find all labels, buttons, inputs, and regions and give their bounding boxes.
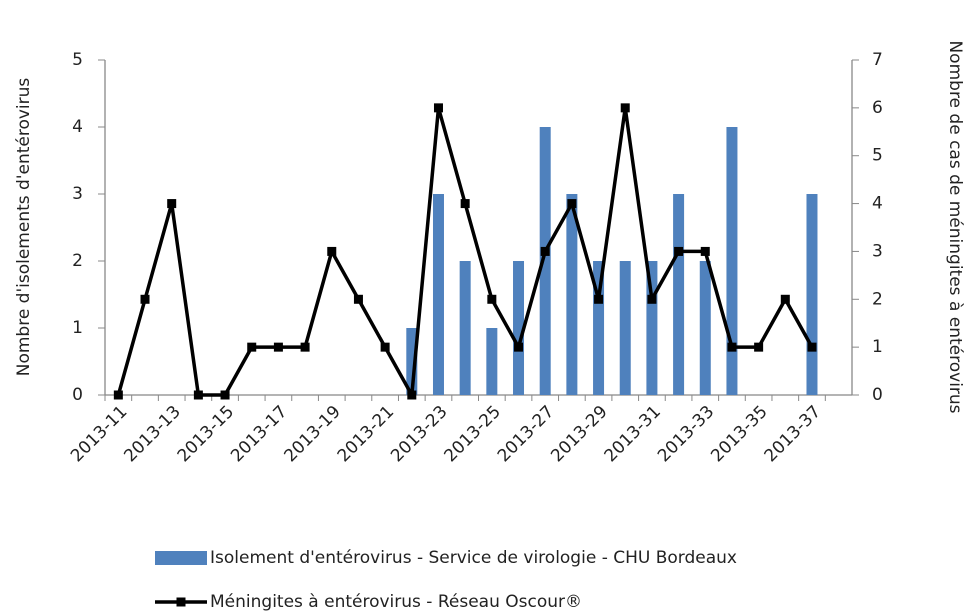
- line-marker: [700, 246, 710, 256]
- x-tick-label: 2013-27: [494, 402, 558, 466]
- line-marker: [220, 390, 230, 400]
- y2-tick-label: 4: [872, 194, 883, 214]
- bar: [513, 261, 525, 395]
- x-tick-label: 2013-11: [67, 402, 131, 466]
- line-marker: [167, 199, 177, 209]
- y2-tick-label: 1: [872, 337, 883, 357]
- line-marker: [140, 294, 150, 304]
- x-tick-label: 2013-29: [547, 402, 611, 466]
- y-tick-label: 2: [72, 251, 83, 271]
- line-marker: [780, 294, 790, 304]
- y-tick-label: 1: [72, 318, 83, 338]
- x-tick-label: 2013-31: [601, 402, 665, 466]
- x-tick-label: 2013-17: [227, 402, 291, 466]
- line-marker: [807, 342, 817, 352]
- bar: [646, 261, 658, 395]
- y2-tick-label: 3: [872, 241, 883, 261]
- x-tick-label: 2013-13: [120, 402, 184, 466]
- line-marker: [327, 246, 337, 256]
- bar: [459, 261, 471, 395]
- bar: [619, 261, 631, 395]
- legend-swatch: [176, 597, 186, 607]
- line-marker: [460, 199, 470, 209]
- line-marker: [620, 103, 630, 113]
- bar: [486, 328, 498, 395]
- x-tick-label: 2013-25: [441, 402, 505, 466]
- x-tick-label: 2013-23: [387, 402, 451, 466]
- legend-swatch: [155, 551, 207, 565]
- y2-tick-label: 0: [872, 385, 883, 405]
- x-tick-label: 2013-37: [761, 402, 825, 466]
- y2-axis-title: Nombre de cas de méningites à entéroviru…: [945, 40, 965, 413]
- bar: [593, 261, 605, 395]
- y-tick-label: 5: [72, 50, 83, 70]
- line-marker: [487, 294, 497, 304]
- legend-label: Isolement d'entérovirus - Service de vir…: [210, 548, 737, 568]
- line-marker: [594, 294, 604, 304]
- line-marker: [273, 342, 283, 352]
- x-tick-label: 2013-21: [334, 402, 398, 466]
- y2-tick-label: 5: [872, 146, 883, 166]
- line-marker: [567, 199, 577, 209]
- x-tick-label: 2013-35: [707, 402, 771, 466]
- bar: [406, 328, 418, 395]
- y-tick-label: 0: [72, 385, 83, 405]
- bar: [673, 194, 685, 395]
- line-marker: [407, 390, 417, 400]
- y2-tick-label: 2: [872, 289, 883, 309]
- line-marker: [727, 342, 737, 352]
- y-tick-label: 3: [72, 184, 83, 204]
- line-marker: [353, 294, 363, 304]
- bar: [432, 194, 444, 395]
- y-axis-title: Nombre d'isolements d'entérovirus: [14, 78, 34, 377]
- line-marker: [674, 246, 684, 256]
- line-marker: [247, 342, 257, 352]
- legend-label: Méningites à entérovirus - Réseau Oscour…: [210, 592, 582, 612]
- line-marker: [754, 342, 764, 352]
- line-marker: [113, 390, 123, 400]
- line-marker: [193, 390, 203, 400]
- bar: [699, 261, 711, 395]
- bar: [539, 127, 551, 395]
- line-marker: [380, 342, 390, 352]
- y2-tick-label: 7: [872, 50, 883, 70]
- bar: [566, 194, 578, 395]
- y-tick-label: 4: [72, 117, 83, 137]
- bar: [806, 194, 818, 395]
- x-tick-label: 2013-19: [280, 402, 344, 466]
- line-marker: [647, 294, 657, 304]
- line-marker: [540, 246, 550, 256]
- x-tick-label: 2013-15: [174, 402, 238, 466]
- line-marker: [300, 342, 310, 352]
- x-tick-label: 2013-33: [654, 402, 718, 466]
- bar: [726, 127, 738, 395]
- y2-tick-label: 6: [872, 98, 883, 118]
- line-marker: [433, 103, 443, 113]
- line-marker: [514, 342, 524, 352]
